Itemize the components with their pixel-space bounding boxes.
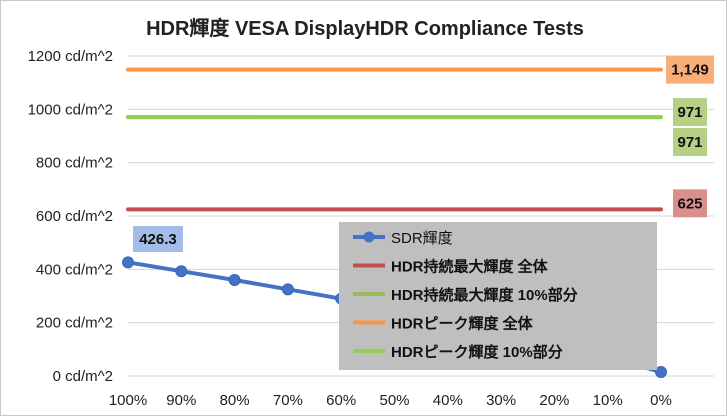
legend-entry: HDR持続最大輝度 10%部分 xyxy=(391,286,578,304)
constant-lines xyxy=(126,67,663,212)
legend-box xyxy=(339,222,657,370)
x-tick-label: 100% xyxy=(109,392,147,409)
legend-entry: SDR輝度 xyxy=(391,230,453,247)
x-tick-label: 50% xyxy=(379,392,409,409)
data-label-box xyxy=(133,226,183,252)
x-tick-label: 10% xyxy=(593,392,623,409)
y-tick-label: 400 cd/m^2 xyxy=(36,261,113,278)
y-axis: 0 cd/m^2 200 cd/m^2 400 cd/m^2 600 cd/m^2 80… xyxy=(28,48,113,385)
data-label: 971 xyxy=(677,134,702,151)
data-labels: 426.3 1,149 971 971 625 xyxy=(133,55,714,252)
chart-title: HDR輝度 VESA DisplayHDR Compliance Tests xyxy=(146,16,584,40)
x-axis: 100% 90% 80% 70% 60% 50% 40% 30% 20% 10% 0% xyxy=(109,392,672,409)
legend-entry: HDRピーク輝度 10%部分 xyxy=(391,343,563,361)
x-tick-label: 80% xyxy=(220,392,250,409)
sdr-marker xyxy=(122,256,134,269)
legend-entry: HDR持続最大輝度 全体 xyxy=(391,258,549,276)
x-tick-label: 70% xyxy=(273,392,303,409)
y-tick-label: 800 cd/m^2 xyxy=(36,155,113,172)
y-tick-label: 600 cd/m^2 xyxy=(36,208,113,225)
sdr-marker xyxy=(281,283,294,296)
x-tick-label: 40% xyxy=(433,392,463,409)
x-tick-label: 0% xyxy=(650,392,672,409)
data-label: 625 xyxy=(677,195,702,212)
data-label-box xyxy=(673,128,707,157)
y-tick-label: 1000 cd/m^2 xyxy=(28,101,113,118)
sdr-marker xyxy=(175,265,188,278)
legend-marker xyxy=(363,231,375,243)
data-label-box xyxy=(666,55,714,84)
data-label-box xyxy=(673,189,707,218)
sdr-marker xyxy=(655,366,667,378)
legend: SDR輝度 HDR持続最大輝度 全体 HDR持続最大輝度 10%部分 HDRピーク輝度… xyxy=(339,222,657,370)
data-label: 426.3 xyxy=(139,231,177,248)
y-tick-label: 200 cd/m^2 xyxy=(36,315,113,332)
x-tick-label: 30% xyxy=(486,392,516,409)
data-label-box xyxy=(673,98,707,127)
y-tick-label: 0 cd/m^2 xyxy=(53,368,113,385)
legend-entry: HDRピーク輝度 全体 xyxy=(391,315,534,333)
x-tick-label: 90% xyxy=(166,392,196,409)
data-label: 971 xyxy=(677,104,702,121)
data-label: 1,149 xyxy=(671,62,709,79)
y-tick-label: 1200 cd/m^2 xyxy=(28,48,113,65)
sdr-marker xyxy=(228,274,241,286)
x-tick-label: 60% xyxy=(326,392,356,409)
x-tick-label: 20% xyxy=(539,392,569,409)
